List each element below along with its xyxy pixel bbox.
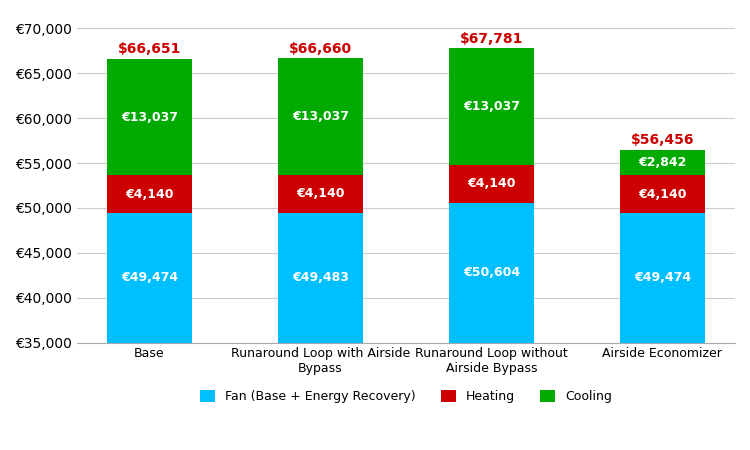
Bar [448, 48, 534, 165]
Bar [278, 58, 363, 176]
Bar [106, 213, 192, 342]
Text: €2,842: €2,842 [638, 156, 686, 169]
Text: $66,651: $66,651 [118, 42, 182, 56]
Text: €4,140: €4,140 [638, 188, 686, 201]
Text: €49,474: €49,474 [634, 271, 691, 284]
Bar [106, 58, 192, 176]
Text: $67,781: $67,781 [460, 32, 523, 46]
Bar [620, 150, 705, 176]
Legend: Fan (Base + Energy Recovery), Heating, Cooling: Fan (Base + Energy Recovery), Heating, C… [195, 385, 616, 408]
Bar [620, 213, 705, 342]
Bar [278, 212, 363, 342]
Text: €4,140: €4,140 [467, 177, 516, 190]
Bar [278, 176, 363, 212]
Text: €4,140: €4,140 [125, 188, 174, 201]
Text: €13,037: €13,037 [121, 111, 178, 123]
Text: €50,604: €50,604 [463, 266, 520, 279]
Text: €49,483: €49,483 [292, 271, 349, 284]
Text: €4,140: €4,140 [296, 188, 345, 201]
Text: €13,037: €13,037 [463, 100, 520, 113]
Text: $56,456: $56,456 [631, 133, 694, 147]
Bar [448, 202, 534, 342]
Text: €49,474: €49,474 [121, 271, 178, 284]
Text: €13,037: €13,037 [292, 110, 349, 123]
Text: $66,660: $66,660 [289, 42, 352, 56]
Bar [448, 165, 534, 202]
Bar [106, 176, 192, 213]
Bar [620, 176, 705, 213]
